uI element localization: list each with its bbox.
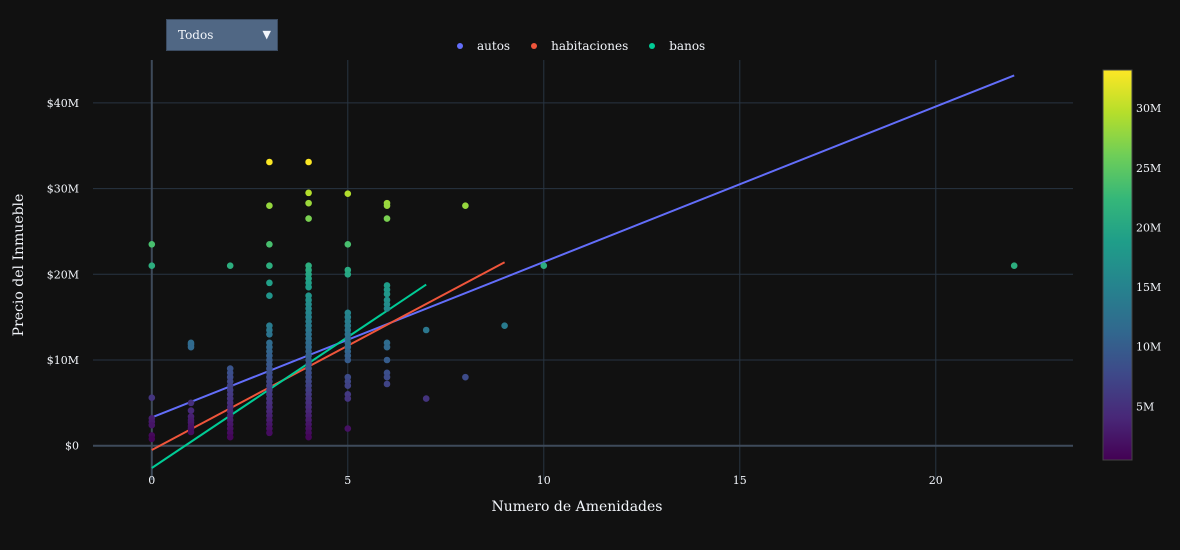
data-point <box>148 421 156 429</box>
data-point <box>305 199 312 207</box>
data-point <box>266 202 273 210</box>
trend-line-banos <box>151 283 427 469</box>
filter-dropdown[interactable]: Todos ▼ <box>166 19 278 51</box>
data-point <box>383 356 391 364</box>
data-point <box>1010 262 1018 270</box>
data-point <box>383 202 391 210</box>
data-point <box>226 262 234 270</box>
colorbar-tick-label: 25M <box>1136 162 1161 175</box>
y-axis-ticks: $0 $10M $20M $30M $40M <box>47 97 79 453</box>
data-point <box>383 290 391 298</box>
data-point <box>148 262 156 270</box>
data-point <box>344 270 352 278</box>
legend-label-autos: autos <box>477 39 511 53</box>
data-point <box>305 283 312 291</box>
data-point <box>383 215 391 222</box>
data-point <box>187 343 195 351</box>
data-point <box>383 305 391 312</box>
data-point <box>383 343 391 351</box>
data-point <box>462 202 469 210</box>
data-point <box>305 189 312 197</box>
data-point <box>148 435 156 443</box>
data-point <box>187 399 195 407</box>
data-point <box>266 158 273 166</box>
colorbar-tick-label: 10M <box>1136 341 1161 354</box>
triangle-down-icon: ▼ <box>262 28 271 41</box>
x-tick-label: 0 <box>148 474 155 487</box>
data-point <box>266 279 273 287</box>
y-tick-label: $10M <box>47 354 79 367</box>
legend-item-autos[interactable]: autos <box>453 39 510 53</box>
data-point <box>305 158 312 166</box>
trend-lines <box>151 74 1015 469</box>
colorbar-tick-label: 5M <box>1136 400 1154 413</box>
x-axis-title: Numero de Amenidades <box>491 499 662 515</box>
data-point <box>344 425 352 432</box>
y-tick-label: $40M <box>47 97 79 110</box>
filter-dropdown-value: Todos <box>178 28 214 42</box>
data-point <box>383 373 391 381</box>
legend-item-habitaciones[interactable]: habitaciones <box>527 39 628 53</box>
y-tick-label: $0 <box>65 440 79 453</box>
data-point <box>501 322 508 330</box>
data-point <box>266 240 273 248</box>
grid-lines <box>93 60 1073 480</box>
colorbar-tick-label: 30M <box>1136 102 1161 115</box>
data-point <box>344 190 352 198</box>
colorbar-ticks: 5M 10M 15M 20M 25M 30M <box>1136 102 1161 413</box>
data-point <box>344 395 352 402</box>
legend-label-habitaciones: habitaciones <box>551 39 629 53</box>
legend-item-banos[interactable]: banos <box>645 39 705 53</box>
legend-marker-autos <box>457 43 463 49</box>
trend-line-habitaciones <box>151 261 506 451</box>
colorbar-tick-label: 15M <box>1136 281 1161 294</box>
data-point <box>344 240 352 248</box>
data-point <box>344 356 352 364</box>
data-point <box>540 262 548 270</box>
data-point <box>187 428 195 436</box>
colorbar-tick-label: 20M <box>1136 221 1161 234</box>
x-tick-label: 15 <box>733 474 747 487</box>
colorbar-gradient <box>1102 69 1133 461</box>
data-point <box>187 407 195 414</box>
data-point <box>266 330 273 338</box>
legend-marker-banos <box>649 43 656 49</box>
data-point <box>305 215 312 222</box>
legend-label-banos: banos <box>669 39 706 53</box>
data-point <box>266 292 273 300</box>
data-point <box>226 433 234 441</box>
data-point <box>266 262 273 270</box>
x-axis-ticks: 0 5 10 15 20 <box>148 474 943 487</box>
data-point <box>305 433 312 441</box>
x-tick-label: 20 <box>929 474 943 487</box>
legend: autos habitaciones banos <box>453 38 722 54</box>
y-tick-label: $30M <box>47 183 79 196</box>
zero-line <box>93 60 1073 480</box>
data-point <box>462 373 469 381</box>
data-point <box>148 394 156 402</box>
data-point <box>344 382 352 390</box>
y-axis-title: Precio del Inmueble <box>11 194 27 337</box>
data-point <box>148 240 156 248</box>
data-point <box>422 326 430 334</box>
data-point <box>383 380 391 388</box>
data-point <box>422 395 430 402</box>
scatter-points <box>148 158 1018 443</box>
x-tick-label: 5 <box>344 474 351 487</box>
colorbar: 5M 10M 15M 20M 25M 30M <box>1102 69 1161 461</box>
trend-line-autos <box>151 74 1015 419</box>
x-tick-label: 10 <box>537 474 551 487</box>
legend-marker-habitaciones <box>531 43 538 49</box>
y-tick-label: $20M <box>47 268 79 281</box>
data-point <box>266 429 273 437</box>
